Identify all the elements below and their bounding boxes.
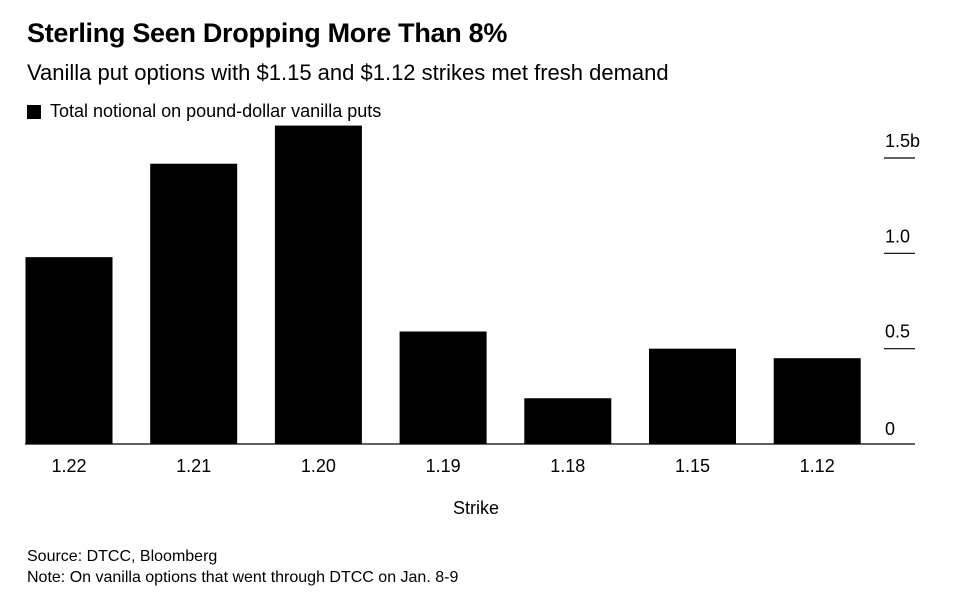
x-tick-label: 1.20	[301, 456, 336, 476]
x-tick-label: 1.19	[426, 456, 461, 476]
source-notes: Source: DTCC, Bloomberg Note: On vanilla…	[27, 546, 458, 588]
bar	[399, 331, 487, 444]
legend: Total notional on pound-dollar vanilla p…	[27, 101, 381, 122]
x-tick-label: 1.15	[675, 456, 710, 476]
source-text: Source: DTCC, Bloomberg	[27, 548, 218, 565]
y-tick-label: 0	[885, 419, 895, 439]
bar	[649, 348, 736, 444]
chart-subtitle: Vanilla put options with $1.15 and $1.12…	[27, 60, 669, 85]
legend-swatch	[27, 104, 41, 119]
y-tick-label: 1.0	[885, 226, 910, 246]
x-tick-label: 1.22	[51, 456, 86, 476]
y-tick-label: 1.5b	[885, 131, 920, 151]
chart-title: Sterling Seen Dropping More Than 8%	[27, 18, 508, 48]
bar	[150, 163, 238, 444]
x-axis-title: Strike	[453, 498, 499, 518]
bar	[524, 398, 612, 444]
bar	[274, 125, 362, 444]
legend-label: Total notional on pound-dollar vanilla p…	[50, 101, 382, 121]
x-tick-label: 1.12	[800, 456, 835, 476]
x-tick-label: 1.18	[550, 456, 585, 476]
bar	[773, 358, 861, 444]
y-tick-label: 0.5	[885, 322, 910, 342]
note-text: Note: On vanilla options that went throu…	[27, 569, 459, 586]
x-tick-label: 1.21	[176, 456, 211, 476]
bar	[25, 257, 113, 444]
